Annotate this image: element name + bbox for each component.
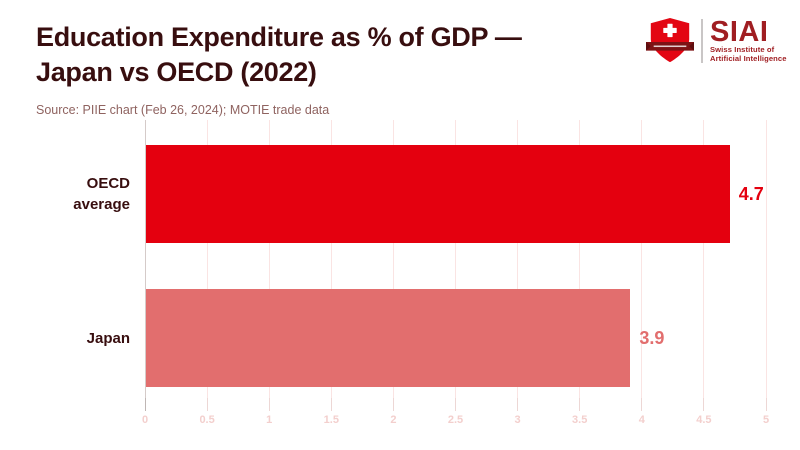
shield-body [650,17,690,63]
axis-tick-mark [455,398,456,411]
category-label-oecd-average: OECD average [73,175,130,213]
value-label-japan: 3.9 [639,327,665,348]
axis-tick-mark [144,398,146,411]
axis-tick-mark [703,398,705,411]
axis-tick-label: 2.5 [447,414,464,426]
source-note: Source: PIIE chart (Feb 26, 2024); MOTIE… [36,103,330,117]
chart-title-line1: Education Expenditure as % of GDP — [36,22,522,52]
banner-text-mark [653,45,687,48]
axis-tick-label: 1 [266,414,273,426]
gridline [455,120,456,398]
gridline [392,120,394,398]
axis-tick-label: 1.5 [323,414,339,426]
axis-tick-mark [206,398,208,411]
plot-area: 0 0.5 1 1.5 2 2.5 3 3.5 4 4.5 5 4.7 3.9 [142,120,769,430]
category-label-japan: Japan [86,329,130,347]
siai-logo: SIAI Swiss Institute of Artificial Intel… [645,17,787,65]
bar-oecd-average [146,145,730,243]
banner-fold-left [646,41,651,51]
logo-acronym: SIAI [710,16,769,49]
axis-tick-label: 4 [638,414,645,426]
axis-tick-mark [765,398,767,411]
chart-title-line2: Japan vs OECD (2022) [36,57,317,87]
gridline [703,120,705,398]
banner-fold-right [689,41,694,51]
gridline [641,120,643,398]
axis-tick-label: 5 [762,414,770,426]
gridline [517,120,519,398]
axis-tick-label: 4.5 [696,414,712,426]
bar-japan [146,289,631,387]
axis-tick-label: 3.5 [572,414,588,426]
value-label-oecd-average: 4.7 [738,183,764,204]
swiss-shield-icon [646,17,694,63]
axis-tick-label: 2 [390,414,397,426]
gridline [330,120,332,398]
axis-tick-mark [330,398,332,411]
axis-tick-mark [268,398,270,411]
axis-zero-line [144,120,146,398]
axis-tick-mark [392,398,394,411]
axis-tick-mark [641,398,643,411]
axis-tick-mark [579,398,581,411]
axis-tick-mark [517,398,519,411]
gridline [268,120,270,398]
logo-subtitle-line2: Artificial Intelligence [710,54,787,63]
gridline [579,120,581,398]
axis-tick-label: 3 [514,414,521,426]
logo-divider [701,19,703,63]
gridline [765,120,767,398]
swiss-cross-bar [663,27,677,34]
gridline [206,120,208,398]
axis-tick-label: 0.5 [199,414,215,426]
chart-title: Education Expenditure as % of GDP — Japan… [36,20,522,90]
logo-text: SIAI Swiss Institute of Artificial Intel… [710,18,787,63]
axis-tick-label: 0 [141,414,149,426]
logo-subtitle-line1: Swiss Institute of [710,45,775,55]
